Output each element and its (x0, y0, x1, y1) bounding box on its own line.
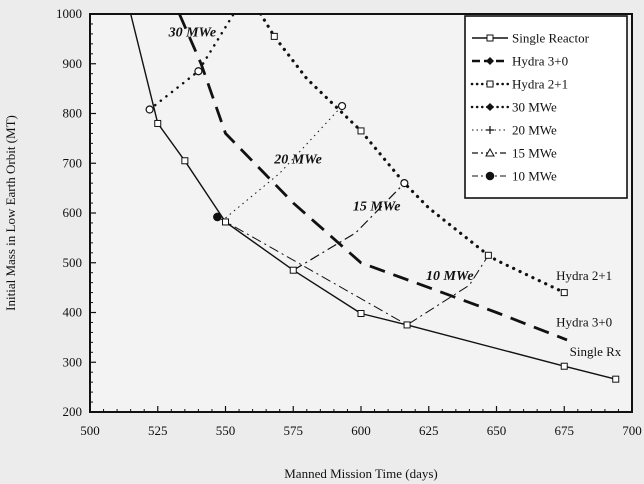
y-tick-label: 700 (63, 155, 83, 170)
series-line-hydra-2-1 (259, 14, 566, 295)
legend-marker-30-mwe (486, 103, 494, 111)
tick-labels: 500 525 550 575 600 625 650 675 700 200 300 400 500 6… (56, 6, 642, 438)
series-line-20-mwe (225, 105, 343, 219)
plot-frame (89, 13, 633, 413)
y-tick-label: 300 (63, 354, 83, 369)
annotation-single-rx: Single Rx (570, 344, 622, 359)
annotation-20-mwe: 20 MWe (273, 152, 322, 167)
data-point-20-mwe (337, 101, 347, 111)
x-tick-label: 550 (216, 423, 236, 438)
data-point-single-reactor (289, 266, 297, 274)
y-tick-label: 400 (63, 305, 83, 320)
y-tick-label: 600 (63, 205, 83, 220)
data-point-single-reactor (560, 362, 568, 370)
legend-label-hydra-2-1: Hydra 2+1 (512, 77, 568, 92)
annotation-15-mwe: 15 MWe (353, 200, 401, 215)
x-tick-label: 675 (555, 423, 575, 438)
data-point-10-mwe (213, 212, 222, 222)
y-tick-label: 900 (63, 56, 83, 71)
data-point-single-reactor (403, 321, 411, 329)
data-point-single-reactor (612, 375, 620, 383)
data-point-hydra-2-1 (357, 127, 365, 135)
x-tick-label: 525 (148, 423, 168, 438)
series-line-30-mwe (148, 14, 235, 111)
x-tick-label: 575 (284, 423, 304, 438)
data-point-30-mwe (145, 105, 154, 114)
data-point-30-mwe (194, 67, 203, 76)
data-point-hydra-2-1 (484, 251, 492, 259)
series-markers (145, 32, 620, 383)
x-tick-label: 625 (419, 423, 439, 438)
x-tick-label: 650 (487, 423, 507, 438)
y-tick-label: 200 (63, 404, 83, 419)
annotation-10-mwe: 10 MWe (426, 269, 474, 284)
y-axis-title: Initial Mass in Low Earth Orbit (MT) (3, 115, 18, 311)
annotation-hydra-3-0: Hydra 3+0 (556, 314, 612, 329)
x-tick-label: 500 (80, 423, 100, 438)
legend-label-single-reactor: Single Reactor (512, 31, 590, 46)
legend: Single Reactor Hydra 3+0 Hydra 2+1 30 MWe 20… (464, 15, 628, 199)
data-point-hydra-2-1 (560, 289, 568, 297)
data-point-single-reactor (154, 119, 162, 127)
annotations: 30 MWe 20 MWe 15 MWe 10 MWe Hydra 2+1 Hydra 3… (168, 25, 622, 358)
y-tick-label: 500 (63, 255, 83, 270)
data-point-single-reactor (222, 218, 229, 226)
series-line-15-mwe (292, 182, 405, 271)
legend-label-20-mwe: 20 MWe (512, 123, 557, 138)
legend-marker-20-mwe (486, 126, 494, 134)
legend-box (464, 15, 628, 199)
legend-label-10-mwe: 10 MWe (512, 169, 557, 184)
data-point-single-reactor (181, 157, 189, 165)
data-point-hydra-2-1 (270, 32, 278, 40)
legend-marker-15-mwe (485, 147, 495, 157)
legend-marker-hydra-3-0 (486, 57, 494, 65)
x-tick-label: 700 (622, 423, 642, 438)
x-axis-title: Manned Mission Time (days) (284, 466, 437, 481)
legend-marker-10-mwe (485, 171, 495, 181)
legend-label-15-mwe: 15 MWe (512, 146, 557, 161)
annotation-hydra-2-1: Hydra 2+1 (556, 268, 612, 283)
data-point-single-reactor (357, 309, 365, 317)
y-tick-label: 800 (63, 106, 83, 121)
annotation-30-mwe: 30 MWe (168, 25, 217, 40)
legend-label-30-mwe: 30 MWe (512, 100, 557, 115)
x-tick-label: 600 (351, 423, 371, 438)
y-tick-label: 1000 (56, 6, 82, 21)
legend-marker-single-reactor (486, 34, 494, 42)
legend-label-hydra-3-0: Hydra 3+0 (512, 54, 568, 69)
data-point-15-mwe (400, 179, 409, 188)
series-line-10-mwe (217, 216, 489, 326)
legend-marker-hydra-2-1 (486, 80, 494, 88)
